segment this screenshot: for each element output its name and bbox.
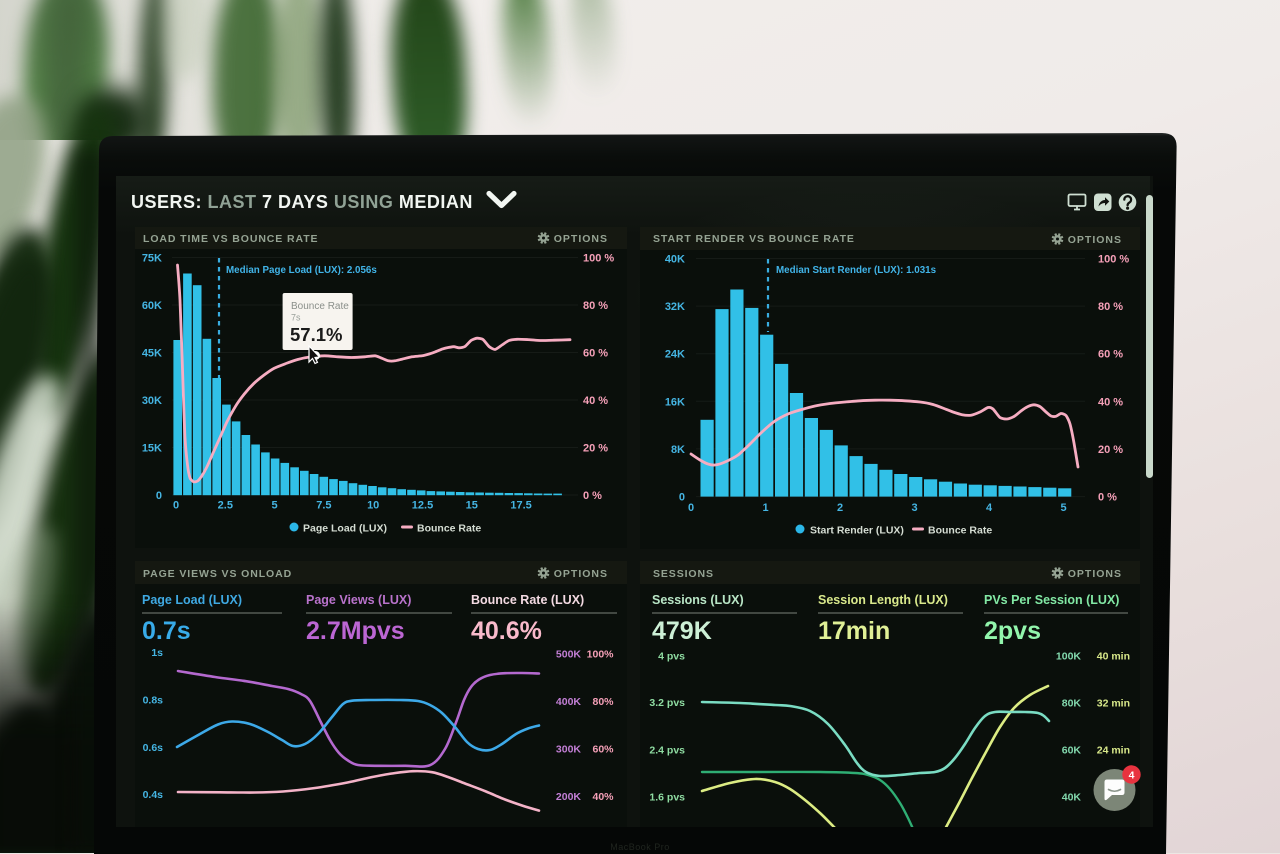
svg-text:57.1%: 57.1%: [290, 324, 342, 345]
svg-text:Median Page Load (LUX): 2.056s: Median Page Load (LUX): 2.056s: [226, 265, 377, 276]
svg-text:4: 4: [986, 502, 993, 514]
svg-text:60K: 60K: [1062, 745, 1082, 757]
svg-text:0: 0: [679, 492, 685, 504]
svg-text:75K: 75K: [142, 253, 162, 265]
svg-text:Median Start Render (LUX): 1.0: Median Start Render (LUX): 1.031s: [776, 265, 937, 276]
svg-text:40K: 40K: [665, 254, 685, 266]
svg-text:0.8s: 0.8s: [143, 695, 164, 707]
svg-text:2: 2: [837, 502, 843, 514]
svg-text:0.7s: 0.7s: [142, 617, 191, 645]
svg-text:OPTIONS: OPTIONS: [554, 233, 608, 245]
svg-text:40 %: 40 %: [1098, 396, 1123, 408]
svg-text:Bounce Rate: Bounce Rate: [928, 525, 992, 537]
svg-text:0 %: 0 %: [1098, 492, 1117, 504]
svg-text:1.6 pvs: 1.6 pvs: [649, 792, 685, 804]
svg-text:40K: 40K: [1062, 792, 1082, 804]
svg-text:PVs Per Session (LUX): PVs Per Session (LUX): [984, 593, 1119, 607]
svg-text:USERS: LAST 7 DAYS USING MEDIA: USERS: LAST 7 DAYS USING MEDIAN: [131, 192, 473, 212]
svg-text:80%: 80%: [592, 696, 614, 708]
svg-text:400K: 400K: [556, 696, 582, 708]
svg-text:24K: 24K: [665, 349, 685, 361]
svg-text:0: 0: [156, 490, 162, 502]
svg-text:7.5: 7.5: [316, 500, 331, 512]
svg-text:8K: 8K: [671, 444, 685, 456]
svg-text:10: 10: [367, 500, 379, 512]
svg-text:80 %: 80 %: [1098, 301, 1123, 313]
svg-text:4: 4: [1129, 770, 1135, 782]
svg-text:3: 3: [911, 502, 917, 514]
svg-text:30K: 30K: [142, 395, 162, 407]
svg-text:LOAD TIME VS BOUNCE RATE: LOAD TIME VS BOUNCE RATE: [143, 233, 318, 245]
svg-text:Start Render (LUX): Start Render (LUX): [810, 525, 904, 537]
svg-text:32 min: 32 min: [1097, 698, 1130, 710]
svg-text:300K: 300K: [556, 744, 582, 756]
svg-text:5: 5: [272, 500, 278, 512]
svg-text:Bounce Rate: Bounce Rate: [291, 301, 349, 312]
svg-text:Page Load (LUX): Page Load (LUX): [303, 523, 387, 535]
svg-text:1: 1: [762, 502, 768, 514]
svg-text:SESSIONS: SESSIONS: [653, 568, 714, 580]
svg-text:32K: 32K: [665, 301, 685, 313]
svg-text:17min: 17min: [818, 617, 890, 645]
svg-text:80K: 80K: [1062, 698, 1082, 710]
svg-text:0.6s: 0.6s: [143, 742, 164, 754]
svg-text:500K: 500K: [556, 649, 582, 661]
svg-text:80 %: 80 %: [583, 300, 608, 312]
svg-text:100%: 100%: [587, 649, 615, 661]
svg-text:24 min: 24 min: [1097, 745, 1130, 757]
svg-text:Page Load (LUX): Page Load (LUX): [142, 593, 242, 607]
svg-text:479K: 479K: [652, 617, 712, 645]
svg-text:2.5: 2.5: [218, 500, 233, 512]
svg-text:15: 15: [466, 500, 478, 512]
svg-text:100K: 100K: [1056, 651, 1082, 663]
svg-text:60 %: 60 %: [1098, 349, 1123, 361]
svg-text:60 %: 60 %: [583, 348, 608, 360]
svg-text:START RENDER VS BOUNCE RATE: START RENDER VS BOUNCE RATE: [653, 233, 855, 245]
svg-text:7s: 7s: [291, 313, 301, 323]
svg-text:40 min: 40 min: [1097, 651, 1130, 663]
svg-text:Bounce Rate: Bounce Rate: [417, 523, 481, 535]
svg-text:2.7Mpvs: 2.7Mpvs: [306, 617, 405, 645]
svg-text:5: 5: [1060, 502, 1066, 514]
svg-text:Page Views (LUX): Page Views (LUX): [306, 593, 411, 607]
svg-text:OPTIONS: OPTIONS: [554, 568, 608, 580]
svg-text:0 %: 0 %: [583, 490, 602, 502]
svg-text:4 pvs: 4 pvs: [658, 651, 685, 663]
svg-text:Bounce Rate (LUX): Bounce Rate (LUX): [471, 593, 584, 607]
svg-text:0.4s: 0.4s: [143, 789, 164, 801]
svg-text:40 %: 40 %: [583, 395, 608, 407]
svg-text:12.5: 12.5: [412, 500, 433, 512]
svg-text:15K: 15K: [142, 443, 162, 455]
svg-text:20 %: 20 %: [1098, 444, 1123, 456]
svg-text:16K: 16K: [665, 396, 685, 408]
svg-text:2.4 pvs: 2.4 pvs: [649, 745, 685, 757]
svg-text:3.2 pvs: 3.2 pvs: [649, 697, 685, 709]
svg-text:0: 0: [688, 502, 694, 514]
svg-text:17.5: 17.5: [510, 500, 531, 512]
svg-text:60%: 60%: [592, 744, 614, 756]
svg-text:200K: 200K: [556, 791, 582, 803]
svg-text:100 %: 100 %: [1098, 254, 1129, 266]
svg-text:40%: 40%: [592, 791, 614, 803]
svg-text:1s: 1s: [151, 647, 163, 659]
svg-text:PAGE VIEWS VS ONLOAD: PAGE VIEWS VS ONLOAD: [143, 568, 292, 580]
svg-text:OPTIONS: OPTIONS: [1068, 568, 1122, 580]
svg-text:100 %: 100 %: [583, 253, 614, 265]
svg-text:OPTIONS: OPTIONS: [1068, 234, 1122, 246]
svg-text:0: 0: [173, 500, 179, 512]
svg-text:2pvs: 2pvs: [984, 617, 1041, 645]
svg-text:Sessions (LUX): Sessions (LUX): [652, 593, 744, 607]
svg-text:45K: 45K: [142, 348, 162, 360]
svg-text:20 %: 20 %: [583, 443, 608, 455]
svg-text:40.6%: 40.6%: [471, 617, 542, 645]
svg-text:60K: 60K: [142, 300, 162, 312]
svg-text:Session Length (LUX): Session Length (LUX): [818, 593, 948, 607]
